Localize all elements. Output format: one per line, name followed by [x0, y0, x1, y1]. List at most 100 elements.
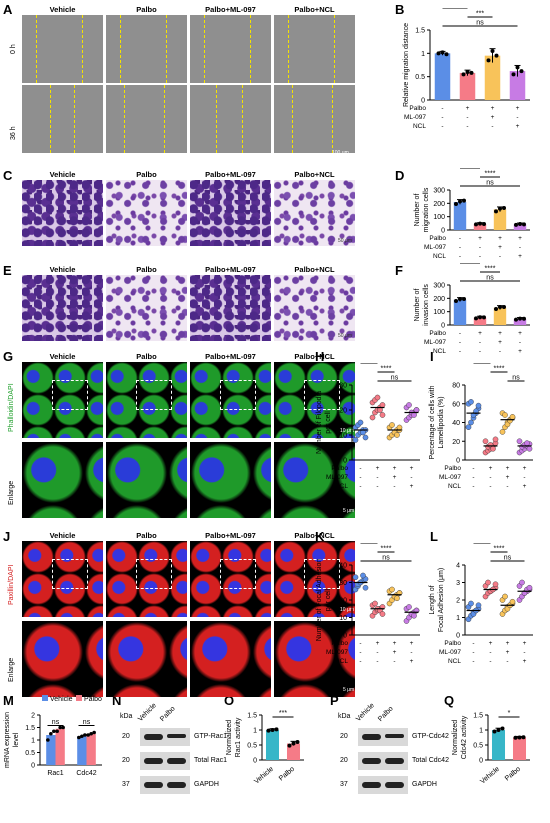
- j-roi-box-0: [52, 559, 88, 589]
- y-tick-label: 0: [253, 758, 257, 765]
- panel-letter-k: K: [315, 529, 325, 544]
- data-point: [475, 402, 482, 409]
- treatment-sign: -: [459, 330, 461, 337]
- g-enlarge-1: [106, 442, 187, 518]
- sig-label: ****: [381, 366, 392, 373]
- data-point: [379, 611, 386, 617]
- treatment-sign: +: [376, 640, 380, 647]
- treatment-sign: +: [518, 235, 522, 242]
- data-point: [468, 600, 474, 607]
- treatment-sign: +: [491, 105, 495, 112]
- panel-letter-l: L: [430, 529, 438, 544]
- data-point: [469, 70, 474, 75]
- treatment-sign: +: [489, 640, 493, 647]
- treatment-sign: -: [472, 649, 474, 656]
- j-image-1: [106, 541, 187, 617]
- c-image-2: [190, 180, 271, 246]
- bar: [286, 743, 301, 760]
- treatment-sign: -: [376, 474, 378, 481]
- y-tick-label: 4: [456, 563, 460, 570]
- data-point: [500, 726, 505, 731]
- treatment-sign: +: [498, 235, 502, 242]
- c-title-2: Palbo+ML-097: [205, 170, 256, 179]
- g-enlarge-0: [22, 442, 103, 518]
- a-title-0: Vehicle: [49, 5, 76, 14]
- y-axis-label: Number of: [414, 289, 421, 322]
- a-image-0-2: [190, 15, 271, 83]
- sig-label: ****: [494, 366, 505, 373]
- treatment-row-label: Palbo: [331, 465, 348, 472]
- sig-label: ****: [485, 266, 496, 273]
- y-tick-label: 80: [452, 383, 460, 390]
- data-point: [352, 437, 359, 443]
- panel-letter-f: F: [395, 263, 403, 278]
- treatment-sign: -: [359, 649, 361, 656]
- data-point: [287, 743, 292, 748]
- p-band: [362, 734, 381, 740]
- data-point: [436, 51, 441, 56]
- sig-label: ***: [451, 8, 459, 9]
- data-point: [52, 729, 56, 734]
- sig-label: ****: [485, 171, 496, 178]
- j-enlarge-0: [22, 621, 103, 697]
- scale-c: 50 μm: [338, 238, 352, 244]
- treatment-sign: -: [499, 348, 501, 355]
- data-point: [494, 53, 499, 58]
- y-tick-label: 0.5: [473, 743, 483, 750]
- data-point: [478, 315, 482, 320]
- y-tick-label: 1: [421, 51, 425, 58]
- treatment-sign: +: [478, 235, 482, 242]
- n-label-1: Total Rac1: [194, 757, 228, 764]
- data-point: [515, 65, 520, 70]
- j-title-1: Palbo: [136, 531, 157, 540]
- y-axis-label: Cdc42 activity: [461, 715, 468, 759]
- treatment-sign: -: [472, 483, 474, 490]
- y-tick-label: 1.5: [473, 713, 483, 720]
- y-tick-label: 20: [339, 408, 347, 415]
- treatment-sign: -: [459, 348, 461, 355]
- treatment-row-label: Palbo: [444, 465, 461, 472]
- data-point: [482, 222, 486, 226]
- treatment-sign: +: [506, 465, 510, 472]
- data-point: [80, 734, 84, 739]
- sig-label: ***: [279, 710, 287, 717]
- bar: [453, 299, 467, 325]
- y-tick-label: 1: [479, 728, 483, 735]
- treatment-row-label: Palbo: [444, 640, 461, 647]
- treatment-sign: -: [410, 649, 412, 656]
- n-blot-2: [140, 776, 190, 794]
- bar: [46, 735, 56, 765]
- treatment-row-label: NCL: [448, 658, 461, 665]
- data-point: [499, 429, 506, 435]
- data-point: [494, 209, 498, 214]
- data-point: [513, 735, 518, 740]
- treatment-row-label: ML-097: [439, 649, 461, 656]
- g-roi-box-0: [52, 380, 88, 410]
- n-kda-2: 37: [122, 781, 130, 788]
- y-tick-label: 0: [456, 458, 460, 465]
- data-point: [46, 738, 50, 742]
- c-image-1: [106, 180, 187, 246]
- y-axis-label: Number of Filopodia: [316, 391, 323, 454]
- a-image-1-0: [22, 85, 103, 153]
- n-band: [167, 734, 186, 738]
- treatment-sign: +: [466, 105, 470, 112]
- treatment-sign: -: [523, 474, 525, 481]
- data-point: [360, 429, 366, 436]
- bar: [473, 317, 487, 325]
- y-axis-label: per cell: [325, 588, 332, 611]
- c-image-0: [22, 180, 103, 246]
- e-title-3: Palbo+NCL: [294, 265, 335, 274]
- wound-edge-line: [120, 15, 121, 83]
- c-image-3: [274, 180, 355, 246]
- a-image-0-0: [22, 15, 103, 83]
- data-point: [458, 199, 462, 204]
- p-lane-1: Palbo: [377, 705, 395, 723]
- n-kda-1: 20: [122, 757, 130, 764]
- scale-g2: 5 μm: [343, 508, 355, 514]
- treatment-sign: +: [393, 474, 397, 481]
- data-point: [406, 402, 412, 408]
- data-point: [389, 586, 395, 593]
